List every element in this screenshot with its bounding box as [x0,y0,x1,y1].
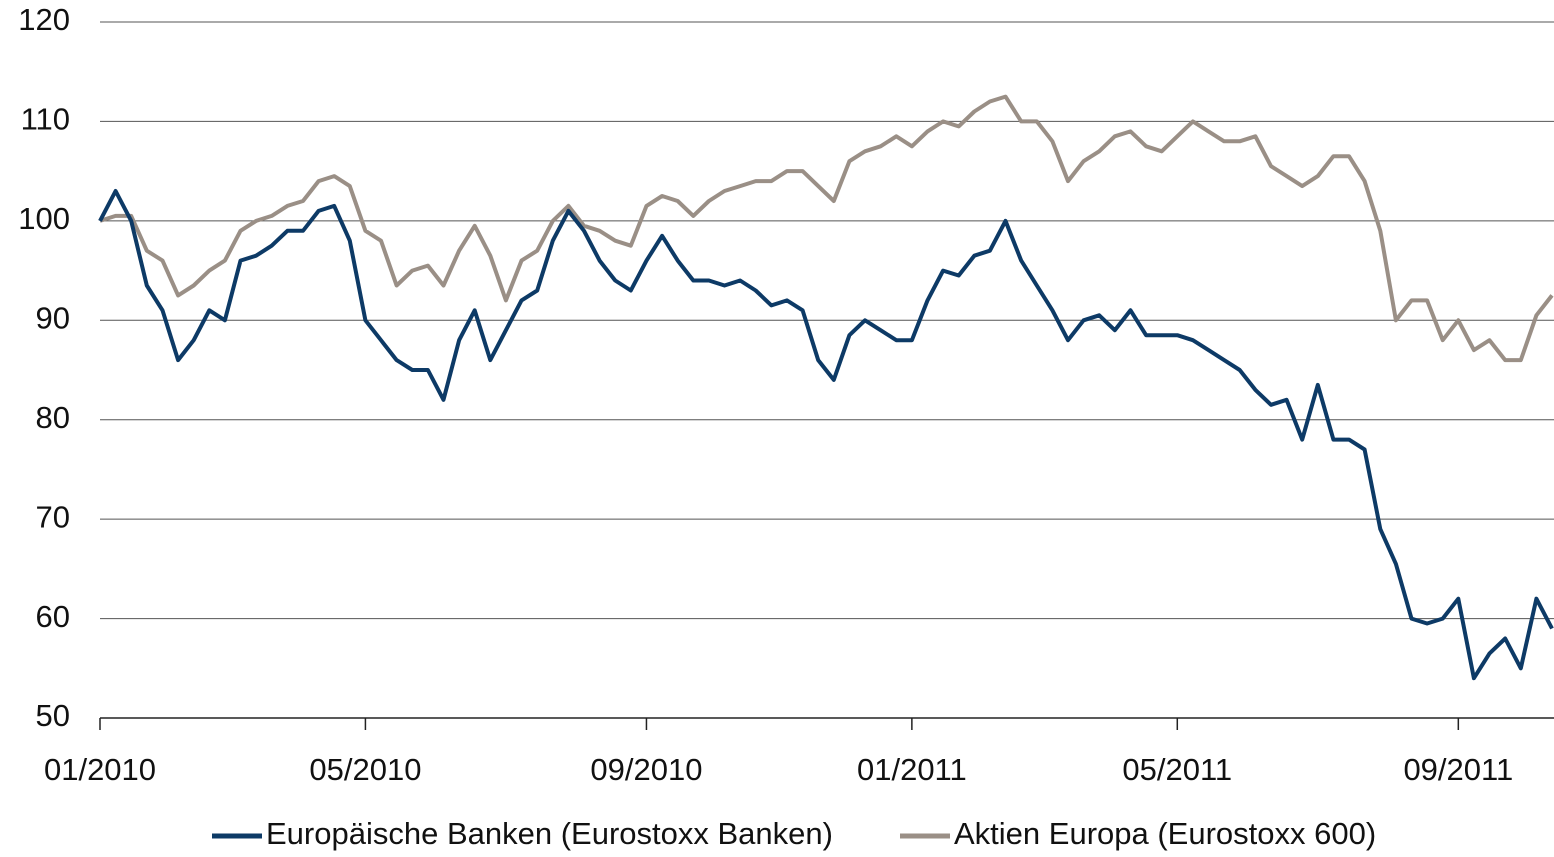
legend-label: Aktien Europa (Eurostoxx 600) [954,816,1376,851]
y-tick-label: 80 [36,400,70,435]
line-series [98,189,1554,681]
x-tick-label: 01/2010 [44,752,156,787]
line-series [99,94,1554,363]
y-tick-label: 100 [18,201,70,236]
y-tick-label: 50 [36,698,70,733]
y-tick-label: 120 [18,2,70,37]
x-tick-label: 09/2010 [590,752,702,787]
legend-label: Europäische Banken (Eurostoxx Banken) [266,816,833,851]
x-tick-label: 09/2011 [1403,752,1513,787]
y-tick-label: 110 [21,102,70,137]
y-tick-label: 60 [36,599,70,634]
y-tick-label: 90 [36,300,70,335]
x-tick-label: 05/2011 [1122,752,1232,787]
y-tick-label: 70 [36,499,70,534]
x-tick-label: 01/2011 [857,752,967,787]
x-tick-label: 05/2010 [309,752,421,787]
